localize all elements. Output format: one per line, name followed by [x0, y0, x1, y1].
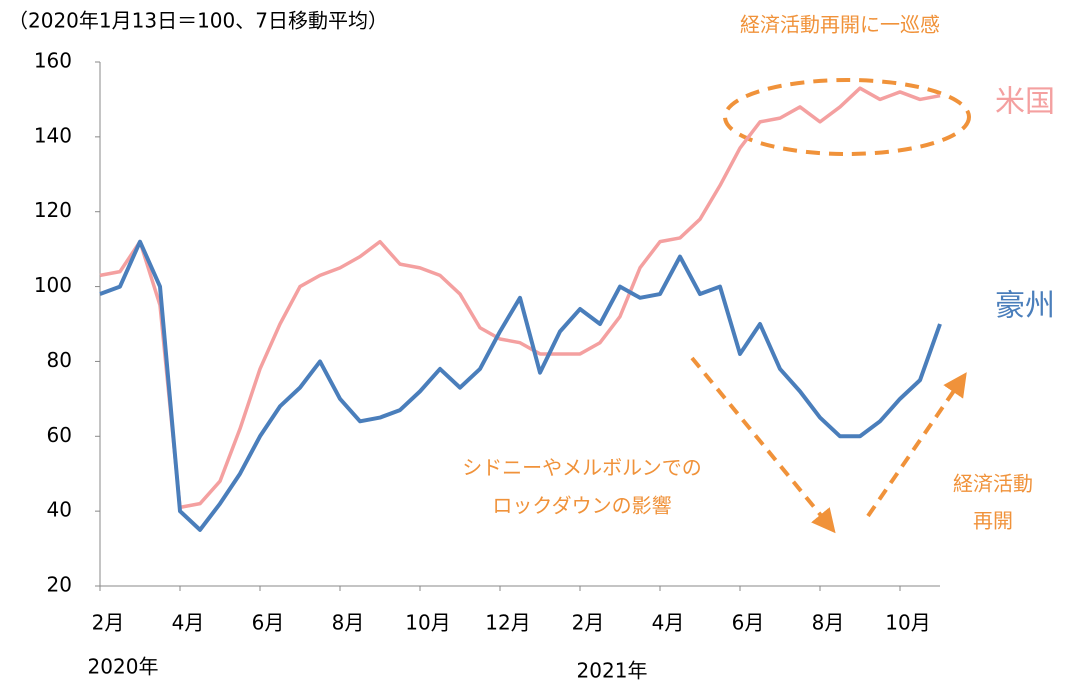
x-tick-label: 6月 [252, 611, 285, 635]
x-tick-label: 12月 [485, 611, 530, 635]
arrow [690, 356, 836, 534]
x-tick-label: 8月 [332, 611, 365, 635]
year-label: 2021年 [577, 659, 648, 683]
x-tick-label: 10月 [885, 611, 930, 635]
annotation: 経済活動 [953, 472, 1033, 496]
annotation: 再開 [973, 509, 1013, 533]
x-tick-label: 4月 [652, 611, 685, 635]
x-tick-label: 2月 [92, 611, 125, 635]
highlight-ellipse [723, 78, 971, 156]
series-label: 米国 [995, 85, 1055, 120]
y-tick-label: 20 [47, 573, 72, 597]
y-tick-label: 160 [34, 49, 72, 73]
year-label: 2020年 [88, 655, 159, 679]
line [99, 86, 941, 510]
x-tick-label: 6月 [732, 611, 765, 635]
y-axis-label: （2020年1月13日＝100、7日移動平均） [8, 9, 388, 33]
x-tick-label: 8月 [812, 611, 845, 635]
y-tick-label: 60 [47, 423, 72, 447]
series-label: 豪州 [995, 289, 1055, 324]
y-tick-label: 140 [34, 123, 72, 147]
x-tick-label: 2月 [572, 611, 605, 635]
x-tick-label: 4月 [172, 611, 205, 635]
annotation: シドニーやメルボルンでの [462, 456, 702, 480]
y-tick-label: 40 [47, 498, 72, 522]
arrow [866, 372, 967, 518]
annotation: 経済活動再開に一巡感 [740, 13, 940, 37]
y-tick-label: 100 [34, 273, 72, 297]
annotation: ロックダウンの影響 [492, 494, 671, 518]
x-tick-label: 10月 [405, 611, 450, 635]
line [99, 239, 942, 532]
y-tick-label: 80 [47, 348, 72, 372]
y-tick-label: 120 [34, 198, 72, 222]
